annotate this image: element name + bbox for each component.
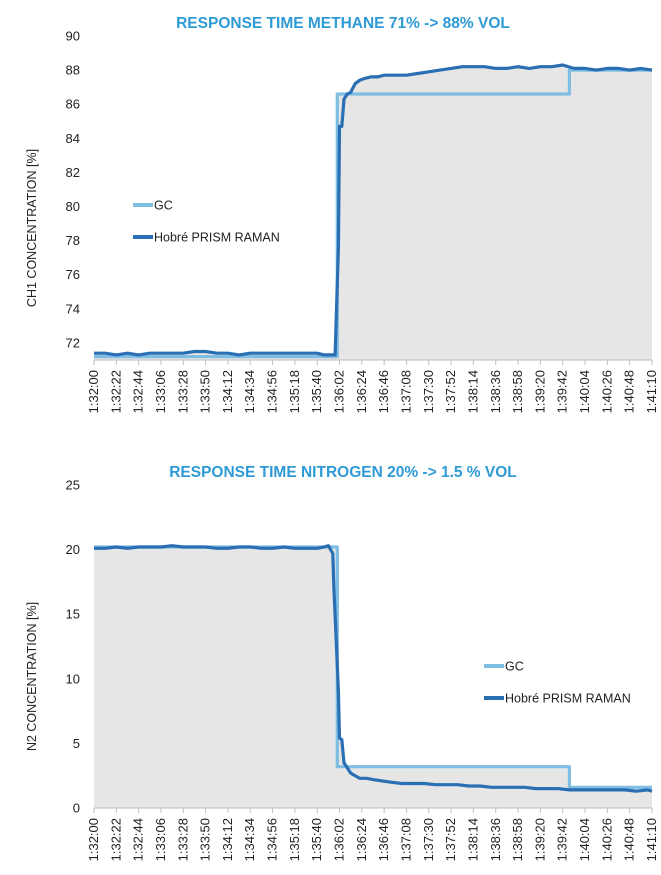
series-line-gc xyxy=(94,68,652,359)
x-tick-label: 1:36:46 xyxy=(376,818,391,861)
x-tick-label: 1:36:24 xyxy=(354,370,369,413)
x-tick-label: 1:38:14 xyxy=(465,370,480,413)
x-tick-label: 1:38:58 xyxy=(510,370,525,413)
x-tick-label: 1:39:42 xyxy=(555,818,570,861)
x-tick-label: 1:41:10 xyxy=(644,818,659,861)
y-tick-label: 86 xyxy=(66,97,80,112)
y-tick-label: 0 xyxy=(73,801,80,816)
y-tick-label: 25 xyxy=(66,478,80,493)
x-tick-label: 1:38:58 xyxy=(510,818,525,861)
x-tick-label: 1:40:26 xyxy=(599,370,614,413)
y-tick-label: 15 xyxy=(66,607,80,622)
y-tick-label: 10 xyxy=(66,671,80,686)
legend-label: GC xyxy=(505,660,524,674)
series-line-raman xyxy=(94,544,653,793)
y-tick-label: 80 xyxy=(66,199,80,214)
x-tick-label: 1:40:48 xyxy=(622,370,637,413)
x-tick-label: 1:35:40 xyxy=(309,818,324,861)
x-tick-label: 1:38:36 xyxy=(488,370,503,413)
x-tick-label: 1:34:12 xyxy=(220,818,235,861)
y-tick-label: 5 xyxy=(73,736,80,751)
x-tick-label: 1:36:02 xyxy=(332,370,347,413)
x-tick-label: 1:33:06 xyxy=(153,818,168,861)
chart-title: RESPONSE TIME METHANE 71% -> 88% VOL xyxy=(176,15,510,32)
x-tick-label: 1:41:10 xyxy=(644,370,659,413)
series-line-raman xyxy=(94,63,653,357)
x-tick-label: 1:32:44 xyxy=(131,370,146,413)
legend-label: Hobré PRISM RAMAN xyxy=(505,692,631,706)
x-tick-label: 1:34:12 xyxy=(220,370,235,413)
x-tick-label: 1:36:02 xyxy=(332,818,347,861)
x-tick-label: 1:39:20 xyxy=(532,818,547,861)
y-tick-label: 76 xyxy=(66,267,80,282)
y-tick-label: 74 xyxy=(66,301,80,316)
x-tick-label: 1:37:30 xyxy=(421,818,436,861)
y-axis-label: N2 CONCENTRATION [%] xyxy=(25,602,39,751)
x-tick-label: 1:40:48 xyxy=(622,818,637,861)
x-tick-label: 1:35:18 xyxy=(287,818,302,861)
x-tick-label: 1:40:04 xyxy=(577,818,592,861)
x-tick-label: 1:39:42 xyxy=(555,370,570,413)
x-tick-label: 1:37:52 xyxy=(443,370,458,413)
x-tick-label: 1:35:18 xyxy=(287,370,302,413)
x-tick-label: 1:37:08 xyxy=(398,370,413,413)
x-tick-label: 1:32:22 xyxy=(108,818,123,861)
x-tick-label: 1:38:14 xyxy=(465,818,480,861)
x-tick-label: 1:40:04 xyxy=(577,370,592,413)
y-axis-label: CH1 CONCENTRATION [%] xyxy=(25,149,39,307)
plot-area-fill xyxy=(94,545,652,808)
plot-area-fill xyxy=(94,65,652,360)
x-tick-label: 1:33:28 xyxy=(175,370,190,413)
x-tick-label: 1:32:00 xyxy=(86,818,101,861)
x-tick-label: 1:33:06 xyxy=(153,370,168,413)
x-tick-label: 1:36:46 xyxy=(376,370,391,413)
y-tick-label: 20 xyxy=(66,542,80,557)
x-tick-label: 1:40:26 xyxy=(599,818,614,861)
chart-2: RESPONSE TIME NITROGEN 20% -> 1.5 % VOL 1… xyxy=(25,464,659,861)
legend-label: Hobré PRISM RAMAN xyxy=(154,231,280,245)
y-tick-label: 82 xyxy=(66,165,80,180)
chart-1: RESPONSE TIME METHANE 71% -> 88% VOL 1:32… xyxy=(25,15,659,413)
y-tick-label: 88 xyxy=(66,63,80,78)
x-tick-label: 1:32:00 xyxy=(86,370,101,413)
y-tick-label: 84 xyxy=(66,131,80,146)
x-tick-label: 1:34:56 xyxy=(265,818,280,861)
legend-label: GC xyxy=(154,199,173,213)
x-tick-label: 1:38:36 xyxy=(488,818,503,861)
x-tick-label: 1:39:20 xyxy=(532,370,547,413)
x-tick-label: 1:32:22 xyxy=(108,370,123,413)
x-tick-label: 1:33:28 xyxy=(175,818,190,861)
x-tick-label: 1:34:34 xyxy=(242,818,257,861)
x-tick-label: 1:36:24 xyxy=(354,818,369,861)
x-tick-label: 1:34:56 xyxy=(265,370,280,413)
x-tick-label: 1:34:34 xyxy=(242,370,257,413)
y-tick-label: 72 xyxy=(66,335,80,350)
x-tick-label: 1:37:30 xyxy=(421,370,436,413)
y-tick-label: 78 xyxy=(66,233,80,248)
x-tick-label: 1:37:52 xyxy=(443,818,458,861)
x-tick-label: 1:37:08 xyxy=(398,818,413,861)
x-tick-label: 1:33:50 xyxy=(198,818,213,861)
x-tick-label: 1:33:50 xyxy=(198,370,213,413)
y-tick-label: 90 xyxy=(66,29,80,44)
chart-title: RESPONSE TIME NITROGEN 20% -> 1.5 % VOL xyxy=(169,464,517,481)
x-tick-label: 1:32:44 xyxy=(131,818,146,861)
x-tick-label: 1:35:40 xyxy=(309,370,324,413)
